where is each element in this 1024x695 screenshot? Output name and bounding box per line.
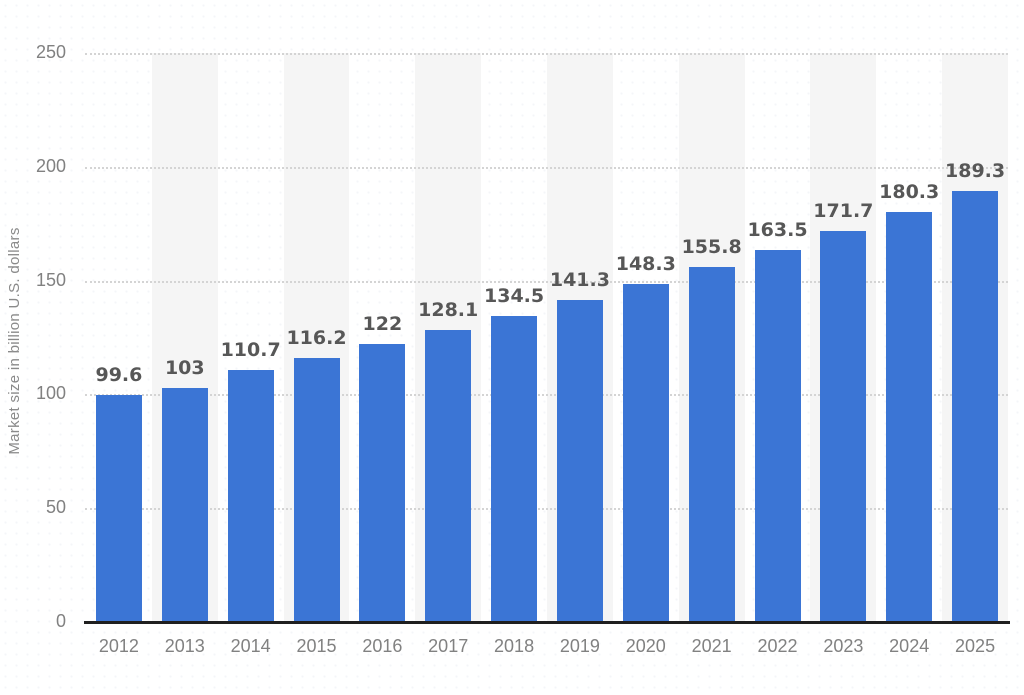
gridline-50 <box>85 508 1008 511</box>
x-tick-label-2022: 2022 <box>757 636 798 656</box>
bar-value-label-2013: 103 <box>164 356 205 379</box>
x-tick-label-2024: 2024 <box>889 636 930 656</box>
bar-value-label-2020: 148.3 <box>615 253 676 276</box>
x-tick-label-2025: 2025 <box>955 636 996 656</box>
bar-2021[interactable] <box>688 267 735 622</box>
gridline-150 <box>85 280 1008 283</box>
x-tick-label-2017: 2017 <box>428 636 469 656</box>
x-tick-label-2014: 2014 <box>230 636 271 656</box>
x-tick-label-2018: 2018 <box>494 636 535 656</box>
y-tick-label-150: 150 <box>35 269 66 290</box>
bar-2020[interactable] <box>622 284 669 622</box>
bar-value-label-2021: 155.8 <box>681 236 742 259</box>
bar-2018[interactable] <box>491 315 538 622</box>
x-axis-line <box>84 621 1010 624</box>
bar-value-label-2025: 189.3 <box>945 160 1006 183</box>
y-tick-label-250: 250 <box>35 42 66 62</box>
x-tick-label-2016: 2016 <box>362 636 403 656</box>
bar-2024[interactable] <box>886 211 933 622</box>
bar-value-label-2018: 134.5 <box>484 284 545 307</box>
bar-value-label-2012: 99.6 <box>95 364 143 387</box>
bar-2014[interactable] <box>227 370 274 622</box>
bar-value-label-2019: 141.3 <box>549 269 610 292</box>
gridline-200 <box>85 166 1008 169</box>
bar-value-label-2015: 116.2 <box>286 326 347 349</box>
bar-2019[interactable] <box>556 300 603 622</box>
y-tick-label-200: 200 <box>35 155 66 176</box>
x-tick-label-2013: 2013 <box>164 636 205 656</box>
bar-2012[interactable] <box>95 395 142 622</box>
x-tick-label-2023: 2023 <box>823 636 864 656</box>
bar-value-label-2016: 122 <box>362 313 403 336</box>
x-tick-label-2012: 2012 <box>98 636 139 656</box>
bar-2015[interactable] <box>293 357 340 622</box>
y-tick-label-50: 50 <box>45 497 66 518</box>
gridline-250 <box>85 53 1008 55</box>
bar-2025[interactable] <box>952 191 999 622</box>
bar-value-label-2022: 163.5 <box>747 218 808 241</box>
bar-2017[interactable] <box>425 330 472 622</box>
x-tick-label-2020: 2020 <box>625 636 666 656</box>
y-tick-label-100: 100 <box>35 383 66 404</box>
bar-value-label-2023: 171.7 <box>813 200 874 223</box>
bar-2016[interactable] <box>359 344 406 622</box>
x-tick-label-2021: 2021 <box>691 636 732 656</box>
bar-value-label-2014: 110.7 <box>220 339 281 362</box>
bar-value-label-2024: 180.3 <box>879 180 940 203</box>
bar-value-label-2017: 128.1 <box>418 299 479 322</box>
bar-2013[interactable] <box>161 387 208 622</box>
x-tick-label-2019: 2019 <box>559 636 600 656</box>
bar-2022[interactable] <box>754 249 801 622</box>
y-tick-label-0: 0 <box>55 611 66 631</box>
bar-2023[interactable] <box>820 231 867 622</box>
y-axis-title: Market size in billion U.S. dollars <box>6 227 23 455</box>
gridline-100 <box>85 394 1008 397</box>
x-tick-label-2015: 2015 <box>296 636 337 656</box>
